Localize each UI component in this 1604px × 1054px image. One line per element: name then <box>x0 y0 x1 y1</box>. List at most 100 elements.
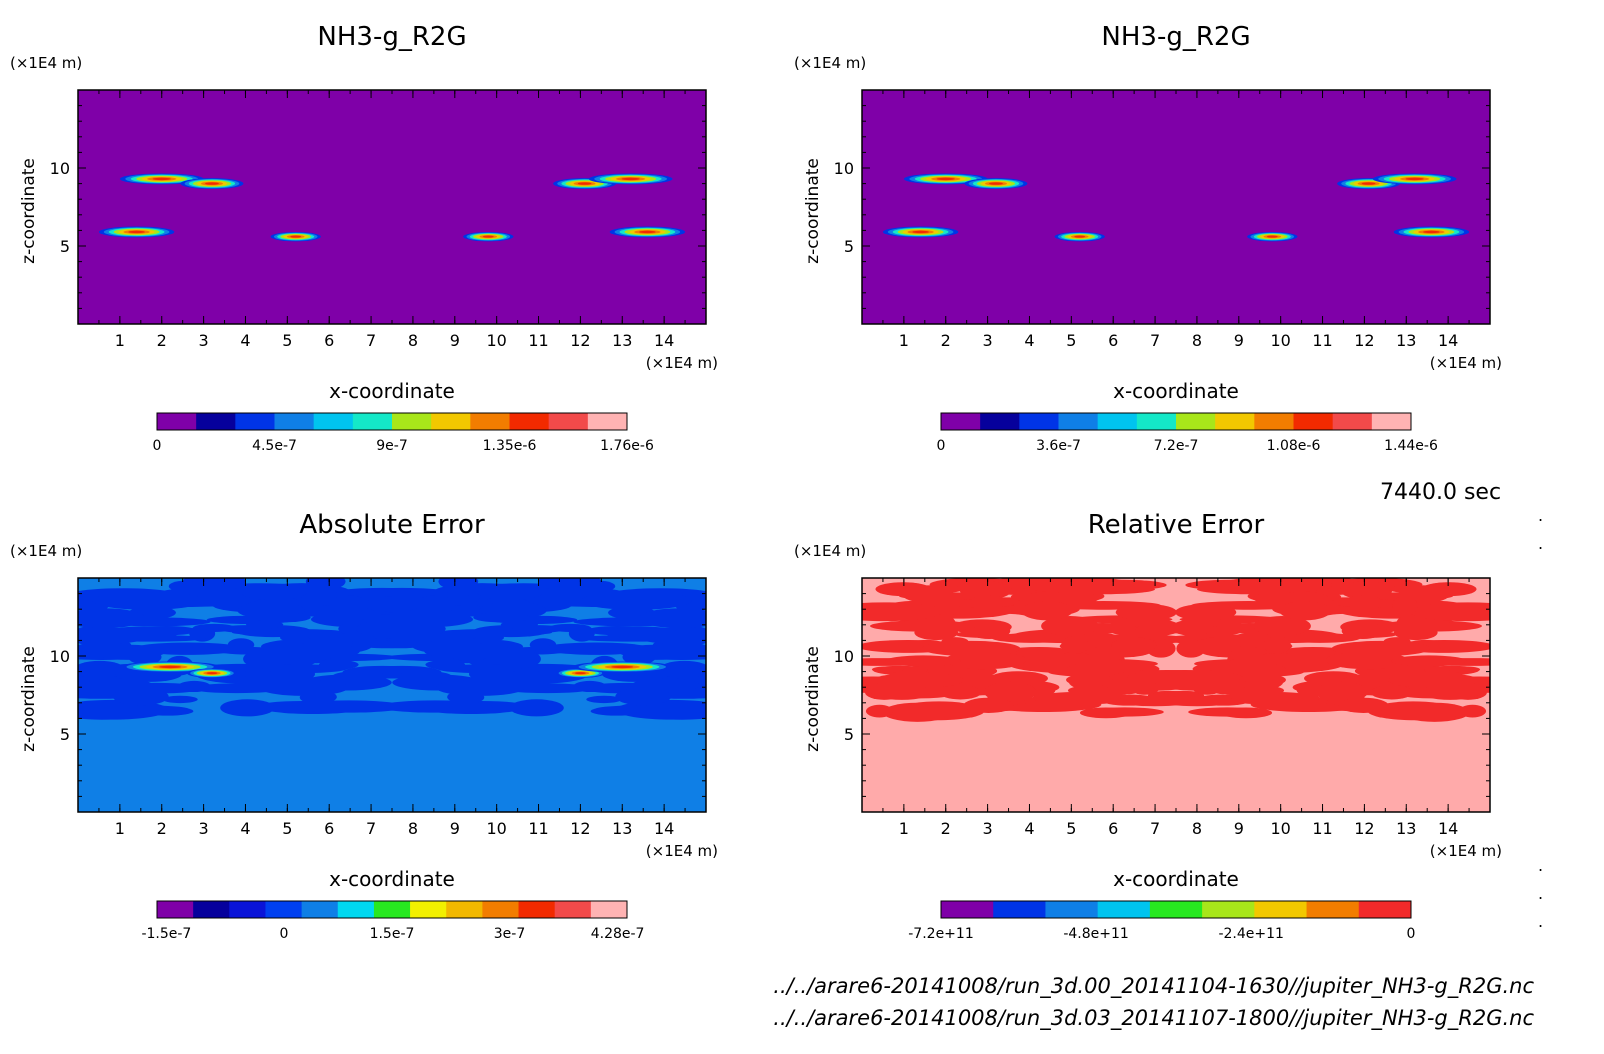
colorbar-swatch <box>509 413 550 430</box>
x-tick-label: 1 <box>115 819 125 838</box>
colorbar-label: -7.2e+11 <box>908 926 973 942</box>
x-tick-label: 14 <box>1438 331 1458 350</box>
contour-blob <box>152 177 171 181</box>
y-tick-label: 10 <box>50 159 70 178</box>
error-patch <box>1315 681 1369 703</box>
colorbar-swatch <box>229 901 266 918</box>
error-patch <box>1388 672 1480 688</box>
error-patch <box>865 704 894 718</box>
colorbar-swatch <box>1149 901 1203 918</box>
x-tick-label: 10 <box>486 331 506 350</box>
y-tick-label: 5 <box>844 237 854 256</box>
chart-svg: Relative Error(×1E4 m)1 2 3 4 5 6 7 8 9 10 11 12 13 1… <box>794 510 1502 942</box>
chart-svg: NH3-g_R2G(×1E4 m)1 2 3 4 5 6 7 8 9 10 11 12 13 14510(… <box>10 22 718 454</box>
error-patch <box>1085 707 1164 717</box>
plot-area <box>78 578 706 812</box>
x-tick-label: 9 <box>450 819 460 838</box>
chart-svg: NH3-g_R2G(×1E4 m)1 2 3 4 5 6 7 8 9 10 11 12 13 14510(… <box>794 22 1502 454</box>
x-tick-label: 14 <box>654 331 674 350</box>
error-patch <box>901 618 959 628</box>
x-axis-unit: (×1E4 m) <box>1430 842 1502 860</box>
error-patch <box>78 608 146 629</box>
x-tick-label: 4 <box>240 331 250 350</box>
error-patch <box>1391 655 1467 667</box>
x-tick-label: 2 <box>157 819 167 838</box>
x-axis-label: x-coordinate <box>329 867 455 891</box>
error-patch <box>1041 616 1099 636</box>
x-axis-label: x-coordinate <box>1113 379 1239 403</box>
contour-blob <box>912 230 929 234</box>
y-axis-label: z-coordinate <box>803 158 823 264</box>
colorbar-label: 9e-7 <box>376 438 407 454</box>
x-tick-label: 12 <box>570 331 590 350</box>
error-patch <box>586 695 622 704</box>
error-patch <box>112 687 169 706</box>
y-axis-unit: (×1E4 m) <box>794 542 866 560</box>
y-tick-label: 5 <box>60 725 70 744</box>
x-tick-label: 7 <box>366 819 376 838</box>
x-tick-label: 13 <box>1396 331 1416 350</box>
y-tick-label: 10 <box>834 647 854 666</box>
error-patch <box>1195 637 1241 654</box>
colorbar-swatch <box>1254 413 1294 430</box>
x-axis-unit: (×1E4 m) <box>1430 354 1502 372</box>
error-patch <box>241 585 307 600</box>
error-patch <box>356 587 449 597</box>
colorbar-swatch <box>1306 901 1360 918</box>
error-patch <box>92 591 204 610</box>
x-tick-label: 3 <box>199 331 209 350</box>
colorbar-label: 0 <box>937 438 946 454</box>
colorbar-swatch <box>196 413 236 430</box>
x-tick-label: 14 <box>1438 819 1458 838</box>
x-tick-label: 10 <box>1270 819 1290 838</box>
x-tick-label: 8 <box>1192 331 1202 350</box>
error-patch <box>438 578 479 590</box>
error-patch <box>211 591 246 600</box>
x-tick-label: 5 <box>1066 819 1076 838</box>
error-patch <box>305 578 346 590</box>
x-tick-label: 13 <box>612 331 632 350</box>
error-patch <box>1115 603 1177 621</box>
x-tick-label: 3 <box>983 819 993 838</box>
colorbar-swatch <box>1045 901 1099 918</box>
error-patch <box>885 655 961 667</box>
colorbar-swatch <box>1019 413 1059 430</box>
y-axis-unit: (×1E4 m) <box>10 54 82 72</box>
colorbar-label: 4.28e-7 <box>591 926 645 942</box>
error-patch <box>78 705 189 713</box>
colorbar-swatch <box>431 413 471 430</box>
decoration-dot: . <box>1538 912 1544 931</box>
colorbar-swatch <box>1371 413 1412 430</box>
chart-panel-nh3-run03: NH3-g_R2G (×1E4 m) 1 2 3 4 5 6 7 8 9 10 11 12 13 14 5 10(… <box>784 0 1564 474</box>
error-patch <box>1263 636 1291 654</box>
error-patch <box>1388 585 1442 594</box>
contour-blob <box>159 665 182 669</box>
error-patch <box>328 595 369 615</box>
error-patch <box>888 702 985 721</box>
plot-background <box>78 90 706 324</box>
error-patch <box>910 585 964 594</box>
x-tick-label: 13 <box>1396 819 1416 838</box>
chart-title: NH3-g_R2G <box>1101 22 1250 52</box>
contour-blob <box>290 235 302 238</box>
colorbar-label: 0 <box>153 438 162 454</box>
error-patch <box>254 612 311 623</box>
x-tick-label: 4 <box>240 819 250 838</box>
error-patch <box>271 643 360 660</box>
contour-blob <box>639 230 656 234</box>
x-tick-label: 8 <box>408 331 418 350</box>
colorbar-swatch <box>446 901 483 918</box>
chart-panel-absolute-error: Absolute Error (×1E4 m) 1 2 3 4 5 6 7 8 9 10 11 12 13 1… <box>0 488 780 962</box>
x-tick-label: 8 <box>1192 819 1202 838</box>
x-tick-label: 7 <box>1150 331 1160 350</box>
contour-blob <box>482 235 494 238</box>
x-tick-label: 6 <box>1108 819 1118 838</box>
x-tick-label: 12 <box>1354 819 1374 838</box>
error-patch <box>631 678 700 693</box>
colorbar-swatch <box>554 901 592 918</box>
error-patch <box>1253 616 1311 636</box>
x-tick-label: 5 <box>1066 331 1076 350</box>
error-patch <box>377 700 493 713</box>
colorbar-swatch <box>352 413 393 430</box>
error-patch <box>1159 695 1236 707</box>
